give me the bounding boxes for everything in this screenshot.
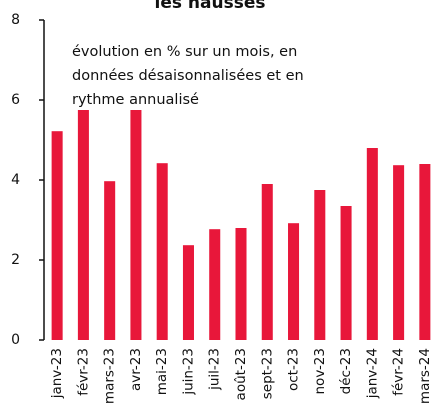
x-tick-label: sept-23 [259,348,275,399]
x-tick-label: oct-23 [286,348,302,391]
bar [261,184,273,340]
y-tick-label: 6 [11,92,20,108]
chart-title: les hausses [155,0,266,13]
y-tick-label: 8 [11,12,20,28]
bar [156,163,168,340]
bar [235,228,247,340]
x-tick-label: mai-23 [154,348,170,395]
bar [77,110,89,340]
x-tick-label: déc-23 [338,348,354,394]
annotation: données désaisonnalisées et en [72,68,304,84]
x-tick-label: janv-23 [49,348,65,399]
y-tick-label: 4 [11,172,20,188]
bar [104,181,116,340]
x-tick-label: nov-23 [312,348,328,395]
x-tick-label: févr-23 [75,348,91,396]
bar [130,110,142,340]
x-tick-label: févr-24 [391,348,407,396]
bar [366,148,378,340]
y-tick-label: 2 [11,252,20,268]
x-tick-label: mars-23 [102,348,118,404]
y-tick-label: 0 [11,332,20,348]
bar [340,206,352,340]
annotation: rythme annualisé [72,92,199,108]
x-tick-label: avr-23 [128,348,144,391]
x-tick-label: janv-24 [364,348,380,399]
bar [314,190,326,340]
x-tick-label: mars-24 [417,348,433,404]
bar [288,223,300,340]
bar [209,229,221,340]
x-tick-label: juin-23 [180,348,196,396]
x-tick-label: août-23 [233,348,249,400]
bar [419,164,431,340]
bar [51,131,63,340]
bar [393,165,405,340]
annotation: évolution en % sur un mois, en [72,44,297,60]
bar [182,245,194,340]
x-tick-label: juil-23 [207,348,223,391]
